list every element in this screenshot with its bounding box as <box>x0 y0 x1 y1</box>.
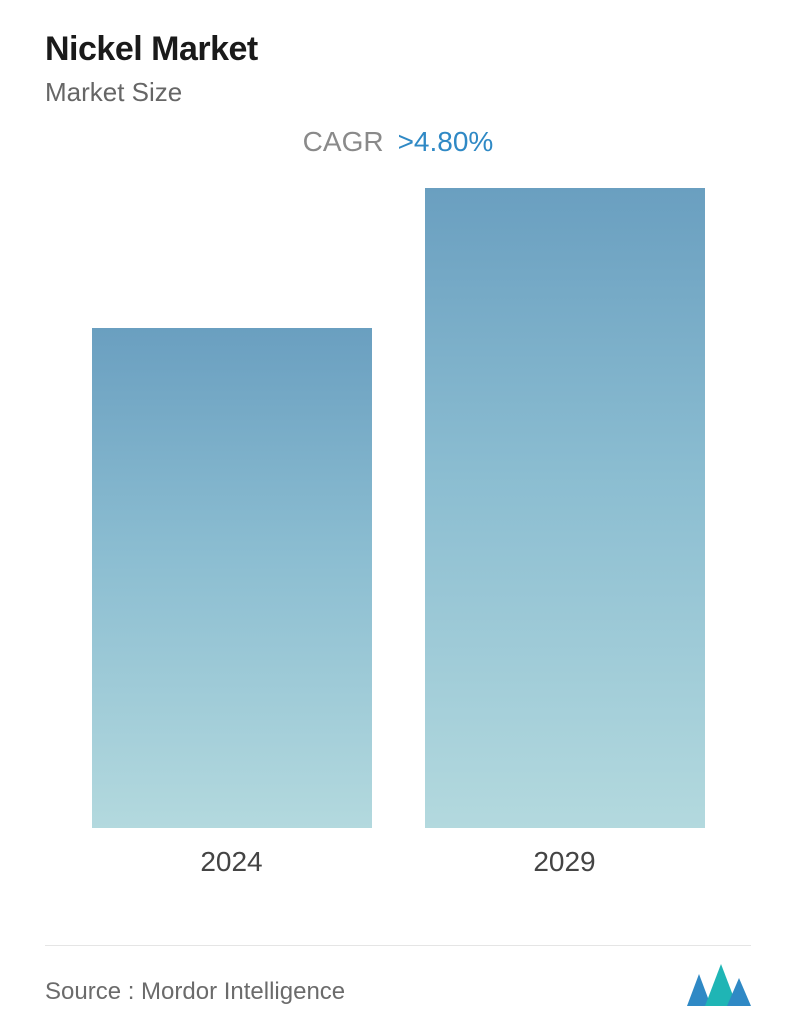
page-title: Nickel Market <box>45 30 751 69</box>
chart-container: Nickel Market Market Size CAGR >4.80% 202… <box>0 0 796 1034</box>
bar-group-0: 2024 <box>92 328 372 878</box>
bar-1 <box>425 188 705 828</box>
footer: Source : Mordor Intelligence <box>45 945 751 1006</box>
source-text: Source : Mordor Intelligence <box>45 978 345 1006</box>
bar-label-0: 2024 <box>200 846 262 878</box>
mordor-logo-icon <box>687 964 751 1006</box>
cagr-label: CAGR <box>303 126 384 157</box>
bar-chart: 2024 2029 <box>45 218 751 878</box>
cagr-value: >4.80% <box>398 126 494 157</box>
bars-group: 2024 2029 <box>45 218 751 878</box>
bar-group-1: 2029 <box>425 188 705 878</box>
page-subtitle: Market Size <box>45 77 751 108</box>
bar-0 <box>92 328 372 828</box>
bar-label-1: 2029 <box>533 846 595 878</box>
cagr-row: CAGR >4.80% <box>45 126 751 158</box>
